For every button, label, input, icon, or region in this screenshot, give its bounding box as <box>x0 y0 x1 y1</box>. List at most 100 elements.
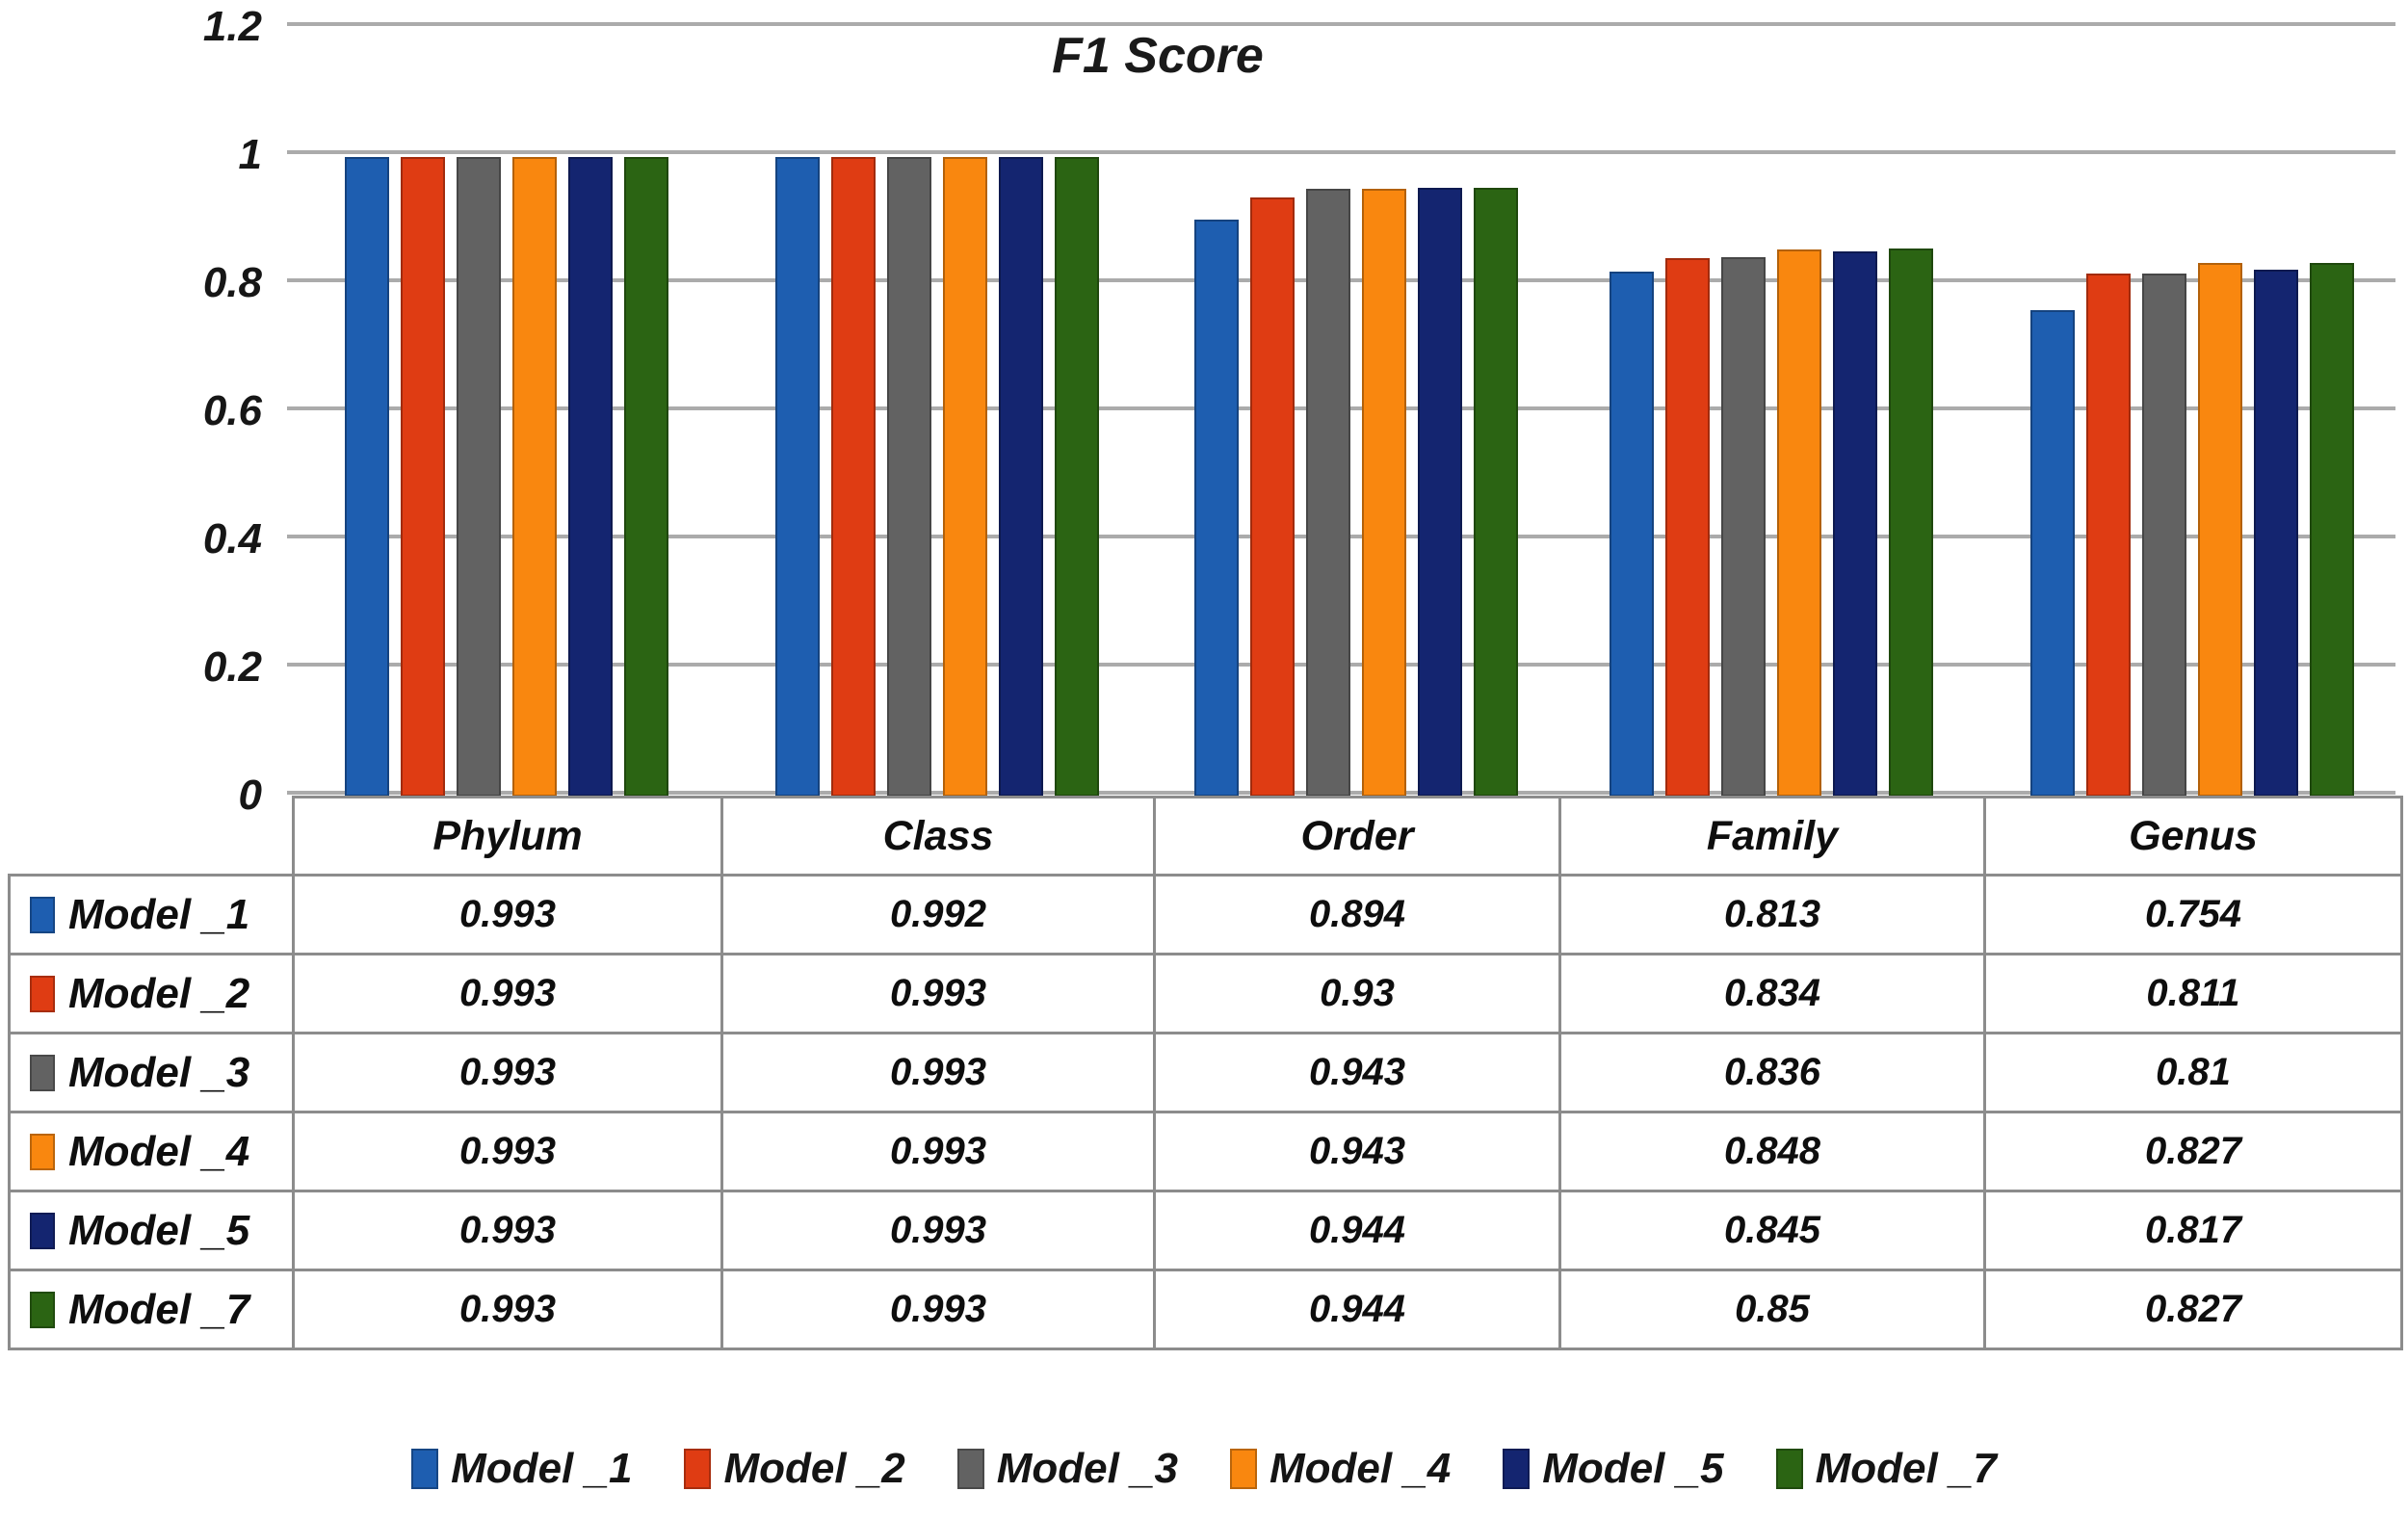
table-cell-model-3-phylum: 0.993 <box>292 1032 723 1113</box>
bar-model-7-family <box>1889 249 1933 797</box>
table-cell-model-3-genus: 0.81 <box>1983 1032 2403 1113</box>
table-cell-model-4-genus: 0.827 <box>1983 1111 2403 1192</box>
row-label-model-2: Model _2 <box>8 953 295 1034</box>
y-axis-tick-label: 1 <box>238 131 262 178</box>
legend-color-swatch <box>1230 1449 1257 1489</box>
table-cell-model-4-phylum: 0.993 <box>292 1111 723 1192</box>
bar-model-3-genus <box>2142 274 2186 797</box>
bar-model-4-family <box>1777 249 1821 797</box>
y-axis-tick-label: 0.8 <box>202 259 262 306</box>
row-label-model-3: Model _3 <box>8 1032 295 1113</box>
legend-color-swatch <box>1775 1449 1803 1489</box>
legend-item-model-2: Model _2 <box>684 1445 905 1493</box>
bar-model-4-order <box>1362 189 1406 797</box>
bar-model-3-family <box>1721 257 1766 797</box>
legend-label: Model _3 <box>996 1445 1178 1492</box>
bar-model-1-order <box>1194 220 1239 797</box>
gridline-y-1-2 <box>287 22 2395 26</box>
bar-model-3-class <box>887 157 931 797</box>
table-cell-model-4-class: 0.993 <box>720 1111 1156 1192</box>
table-cell-model-3-order: 0.943 <box>1153 1032 1561 1113</box>
table-cell-model-7-order: 0.944 <box>1153 1269 1561 1350</box>
row-label-text: Model _7 <box>68 1285 250 1333</box>
bar-model-4-genus <box>2198 263 2242 797</box>
row-label-text: Model _4 <box>68 1127 250 1175</box>
table-cell-model-1-family: 0.813 <box>1558 874 1986 955</box>
table-cell-model-5-family: 0.845 <box>1558 1190 1986 1271</box>
row-label-text: Model _5 <box>68 1206 250 1254</box>
y-axis-tick-label: 0 <box>238 772 262 819</box>
bar-model-5-order <box>1418 188 1462 797</box>
series-color-swatch <box>30 1212 55 1249</box>
bar-model-5-genus <box>2254 270 2298 797</box>
column-header-family: Family <box>1558 796 1986 877</box>
legend-item-model-7: Model _7 <box>1775 1445 1997 1493</box>
row-label-model-4: Model _4 <box>8 1111 295 1192</box>
row-label-model-5: Model _5 <box>8 1190 295 1271</box>
bar-model-2-class <box>831 157 876 797</box>
legend-item-model-3: Model _3 <box>956 1445 1178 1493</box>
chart-title: F1 Score <box>1052 28 1264 84</box>
bar-model-2-family <box>1665 258 1710 797</box>
table-cell-model-4-family: 0.848 <box>1558 1111 1986 1192</box>
bar-model-7-genus <box>2310 263 2354 797</box>
legend-color-swatch <box>684 1449 712 1489</box>
table-cell-model-7-class: 0.993 <box>720 1269 1156 1350</box>
series-color-swatch <box>30 1133 55 1170</box>
table-cell-model-1-genus: 0.754 <box>1983 874 2403 955</box>
bar-model-2-order <box>1250 197 1295 797</box>
row-label-text: Model _2 <box>68 969 250 1017</box>
table-cell-model-2-class: 0.993 <box>720 953 1156 1034</box>
table-cell-model-3-class: 0.993 <box>720 1032 1156 1113</box>
series-color-swatch <box>30 1291 55 1328</box>
bar-model-2-genus <box>2086 274 2131 797</box>
bar-model-2-phylum <box>401 157 445 797</box>
bar-model-5-phylum <box>568 157 613 797</box>
gridline-y-1 <box>287 150 2395 154</box>
legend-color-swatch <box>956 1449 984 1489</box>
table-cell-model-7-genus: 0.827 <box>1983 1269 2403 1350</box>
bar-model-4-phylum <box>512 157 557 797</box>
series-color-swatch <box>30 1054 55 1091</box>
table-cell-model-2-family: 0.834 <box>1558 953 1986 1034</box>
legend-label: Model _5 <box>1542 1445 1724 1492</box>
table-cell-model-3-family: 0.836 <box>1558 1032 1986 1113</box>
table-cell-model-2-order: 0.93 <box>1153 953 1561 1034</box>
table-cell-model-7-phylum: 0.993 <box>292 1269 723 1350</box>
column-header-genus: Genus <box>1983 796 2403 877</box>
bar-model-1-family <box>1610 272 1654 797</box>
series-color-swatch <box>30 975 55 1012</box>
y-axis-tick-label: 0.6 <box>202 387 262 434</box>
legend-color-swatch <box>1503 1449 1531 1489</box>
row-label-text: Model _3 <box>68 1048 250 1096</box>
row-label-text: Model _1 <box>68 890 250 938</box>
y-axis-tick-label: 0.2 <box>202 643 262 691</box>
legend-label: Model _1 <box>451 1445 633 1492</box>
bar-model-7-phylum <box>624 157 668 797</box>
table-cell-model-4-order: 0.943 <box>1153 1111 1561 1192</box>
bar-model-3-phylum <box>457 157 501 797</box>
table-cell-model-2-phylum: 0.993 <box>292 953 723 1034</box>
y-axis-tick-label: 1.2 <box>202 3 262 50</box>
bar-model-5-class <box>999 157 1043 797</box>
table-cell-model-5-order: 0.944 <box>1153 1190 1561 1271</box>
legend-item-model-4: Model _4 <box>1230 1445 1451 1493</box>
legend: Model _1 Model _2 Model _3 Model _4 Model _5… <box>0 1435 2408 1503</box>
table-cell-model-1-class: 0.992 <box>720 874 1156 955</box>
legend-color-swatch <box>411 1449 439 1489</box>
table-cell-model-2-genus: 0.811 <box>1983 953 2403 1034</box>
bar-model-1-genus <box>2030 310 2075 797</box>
bar-model-1-phylum <box>345 157 389 797</box>
y-axis-tick-label: 0.4 <box>202 515 262 563</box>
legend-item-model-1: Model _1 <box>411 1445 632 1493</box>
bar-model-7-class <box>1055 157 1099 797</box>
bar-model-7-order <box>1474 188 1518 797</box>
table-cell-model-5-genus: 0.817 <box>1983 1190 2403 1271</box>
row-label-model-1: Model _1 <box>8 874 295 955</box>
legend-label: Model _7 <box>1815 1445 1997 1492</box>
bar-model-4-class <box>943 157 987 797</box>
legend-label: Model _4 <box>1269 1445 1452 1492</box>
bar-model-3-order <box>1306 189 1350 797</box>
series-color-swatch <box>30 896 55 933</box>
